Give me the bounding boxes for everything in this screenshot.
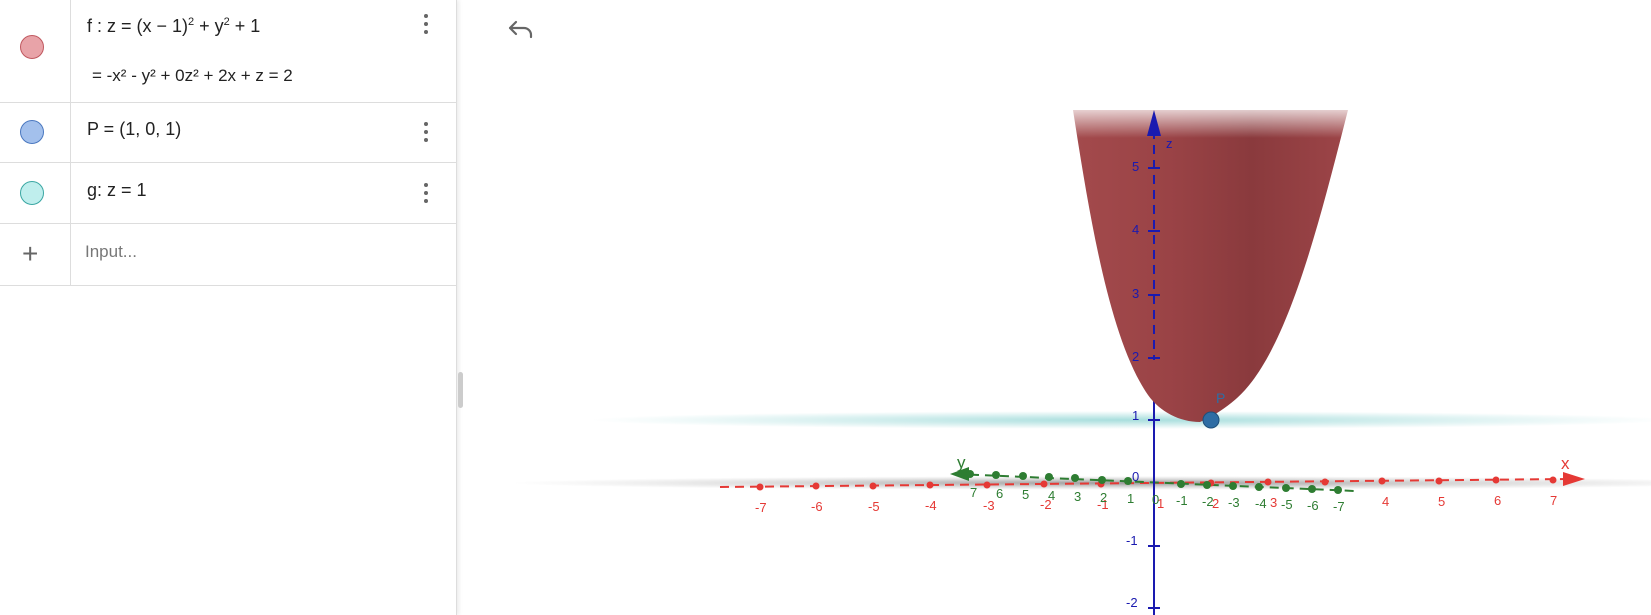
more-options-icon[interactable]	[418, 12, 434, 38]
x-tick-label: -5	[868, 499, 880, 514]
marker-column	[0, 102, 71, 162]
z-tick-label: 3	[1132, 286, 1139, 301]
more-options-icon[interactable]	[418, 120, 434, 146]
exponent: 2	[188, 16, 195, 28]
z-ticks	[1148, 167, 1160, 609]
point-P[interactable]	[1202, 411, 1220, 429]
y-tick-label: 7	[970, 485, 977, 500]
visibility-toggle-f[interactable]	[20, 35, 44, 59]
plus-icon[interactable]: +	[22, 238, 39, 269]
x-tick-label: -2	[1040, 497, 1052, 512]
marker-column	[0, 163, 71, 223]
graphics-view-3d[interactable]: z 5 4 3 2 1 -1 -2 0 -7 -6 -5 -4 -3 -2 -1…	[477, 0, 1651, 615]
y-tick-label: -3	[1228, 495, 1240, 510]
surface-top-fade	[1070, 106, 1352, 138]
algebra-input-row[interactable]: + Input...	[0, 224, 456, 286]
y-tick-label: -2	[1202, 494, 1214, 509]
y-tick-label: 3	[1074, 489, 1081, 504]
surface-f[interactable]	[1073, 110, 1348, 422]
marker-column	[0, 0, 71, 102]
x-tick-label: -3	[983, 498, 995, 513]
x-axis	[719, 478, 1571, 488]
z-tick-label: -1	[1126, 533, 1138, 548]
y-tick-label: 6	[996, 486, 1003, 501]
origin-label: 0	[1132, 469, 1139, 484]
y-tick-label: 2	[1100, 490, 1107, 505]
y-tick-label: 5	[1022, 487, 1029, 502]
x-tick-label: 4	[1382, 494, 1389, 509]
y-tick-label: -4	[1255, 496, 1267, 511]
y-axis-label: y	[957, 453, 966, 472]
x-tick-dots	[756, 476, 1557, 491]
more-options-icon[interactable]	[418, 181, 434, 207]
z-tick-label: 5	[1132, 159, 1139, 174]
x-tick-label: 6	[1494, 493, 1501, 508]
expression-f-text-const: + 1	[229, 16, 261, 36]
panel-resize-handle[interactable]	[458, 372, 463, 408]
x-tick-label: 5	[1438, 494, 1445, 509]
x-tick-label: 1	[1157, 496, 1164, 511]
y-tick-label: -6	[1307, 498, 1319, 513]
algebra-view: f : z = (x − 1)2 + y2 + 1 = -x² - y² + 0…	[0, 0, 457, 615]
expression-f-text: f : z = (x − 1)	[87, 16, 189, 36]
x-tick-label: -6	[811, 499, 823, 514]
z-tick-label: 2	[1132, 349, 1139, 364]
marker-column	[0, 224, 71, 285]
y-tick-dots	[966, 470, 1342, 494]
z-tick-label: 4	[1132, 222, 1139, 237]
expression-f-expanded: = -x² - y² + 0z² + 2x + z = 2	[92, 66, 293, 85]
expression-g[interactable]: g: z = 1	[87, 180, 147, 200]
y-tick-label: -7	[1333, 499, 1345, 514]
undo-icon[interactable]	[506, 18, 536, 42]
y-tick-label: 4	[1048, 488, 1055, 503]
expression-f[interactable]: f : z = (x − 1)2 + y2 + 1	[87, 16, 260, 37]
expression-f-text-y: + y	[194, 16, 224, 36]
z-axis-arrow	[1147, 110, 1161, 136]
z-tick-label: -2	[1126, 595, 1138, 610]
visibility-toggle-g[interactable]	[20, 181, 44, 205]
input-field[interactable]: Input...	[85, 242, 137, 261]
y-axis-arrow	[950, 467, 969, 481]
exponent: 2	[223, 16, 230, 28]
x-tick-labels: -7 -6 -5 -4 -3 -2 -1 1 2 3 4 5 6 7	[755, 493, 1557, 515]
algebra-row-P[interactable]: P = (1, 0, 1)	[0, 102, 456, 163]
point-P-label: P	[1216, 390, 1225, 406]
x-axis-label: x	[1561, 454, 1570, 473]
algebra-row-f[interactable]: f : z = (x − 1)2 + y2 + 1 = -x² - y² + 0…	[0, 0, 456, 103]
y-tick-label: 1	[1127, 491, 1134, 506]
x-tick-label: -1	[1097, 497, 1109, 512]
x-tick-label: 3	[1270, 495, 1277, 510]
x-tick-label: 7	[1550, 493, 1557, 508]
z-tick-label: 1	[1132, 408, 1139, 423]
algebra-row-g[interactable]: g: z = 1	[0, 163, 456, 224]
y-tick-label: -1	[1176, 493, 1188, 508]
x-tick-label: 2	[1212, 496, 1219, 511]
x-tick-label: -7	[755, 500, 767, 515]
y-tick-label: -5	[1281, 497, 1293, 512]
x-tick-label: -4	[925, 498, 937, 513]
z-tick-labels: 5 4 3 2 1 -1 -2	[1126, 159, 1139, 610]
x-axis-arrow	[1563, 472, 1585, 486]
visibility-toggle-P[interactable]	[20, 120, 44, 144]
y-tick-labels: 7 6 5 4 3 2 1 0 -1 -2 -3 -4 -5 -6 -7	[970, 485, 1345, 514]
y-tick-label: 0	[1152, 492, 1159, 507]
expression-P[interactable]: P = (1, 0, 1)	[87, 119, 182, 139]
plane-g[interactable]	[590, 411, 1651, 429]
z-axis-label: z	[1166, 136, 1173, 151]
